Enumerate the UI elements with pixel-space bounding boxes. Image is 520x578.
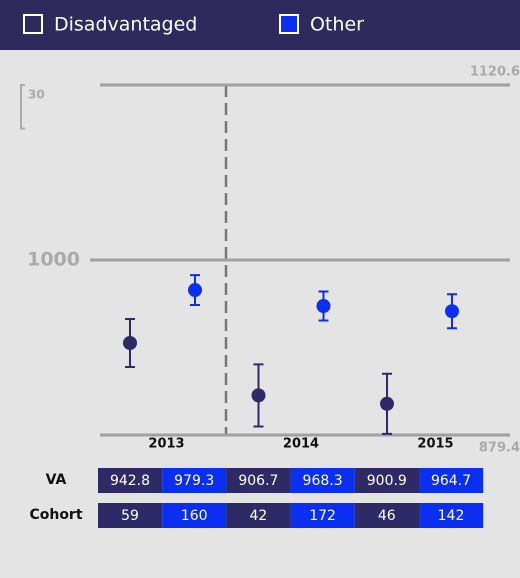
table-cell [419,503,484,528]
table-cell [226,468,291,493]
table-value: 46 [378,508,396,524]
table-value: 906.7 [238,473,278,489]
table-cell [354,468,419,493]
legend-swatch [23,14,43,34]
table-value: 142 [438,508,465,524]
table-value: 59 [121,508,139,524]
table-value: 172 [309,508,336,524]
legend-swatch [279,14,299,34]
x-tick-label: 2014 [283,437,319,452]
y-tick-label: 1120.6 [470,65,520,80]
table-value: 42 [249,508,267,524]
table-value: 160 [181,508,208,524]
x-tick-label: 2013 [148,437,184,452]
table-value: 964.7 [431,473,471,489]
table-cell [98,503,163,528]
row-label: VA [46,472,67,488]
point [316,298,331,313]
y-tick-label: 1000 [27,249,80,271]
point [380,396,394,411]
table-cell [290,503,355,528]
table-value: 979.3 [174,473,214,489]
table-cell [226,503,291,528]
legend-label: Disadvantaged [54,14,197,36]
row-label: Cohort [29,507,82,523]
scale-bar [20,84,25,130]
point [188,283,202,298]
table-cell [98,468,163,493]
legend-bar [0,0,520,50]
table-value: 900.9 [367,473,407,489]
table-cell [419,468,484,493]
point [123,336,137,351]
table-value: 968.3 [303,473,343,489]
table-cell [354,503,419,528]
y-tick-label: 879.4 [479,441,520,456]
scale-bar-label: 30 [28,88,45,102]
x-tick-label: 2015 [417,437,453,452]
table-cell [162,503,227,528]
legend-label: Other [310,14,364,36]
table-cell [290,468,355,493]
table-value: 942.8 [110,473,150,489]
point [251,388,266,403]
table-cell [162,468,227,493]
point [445,304,459,319]
